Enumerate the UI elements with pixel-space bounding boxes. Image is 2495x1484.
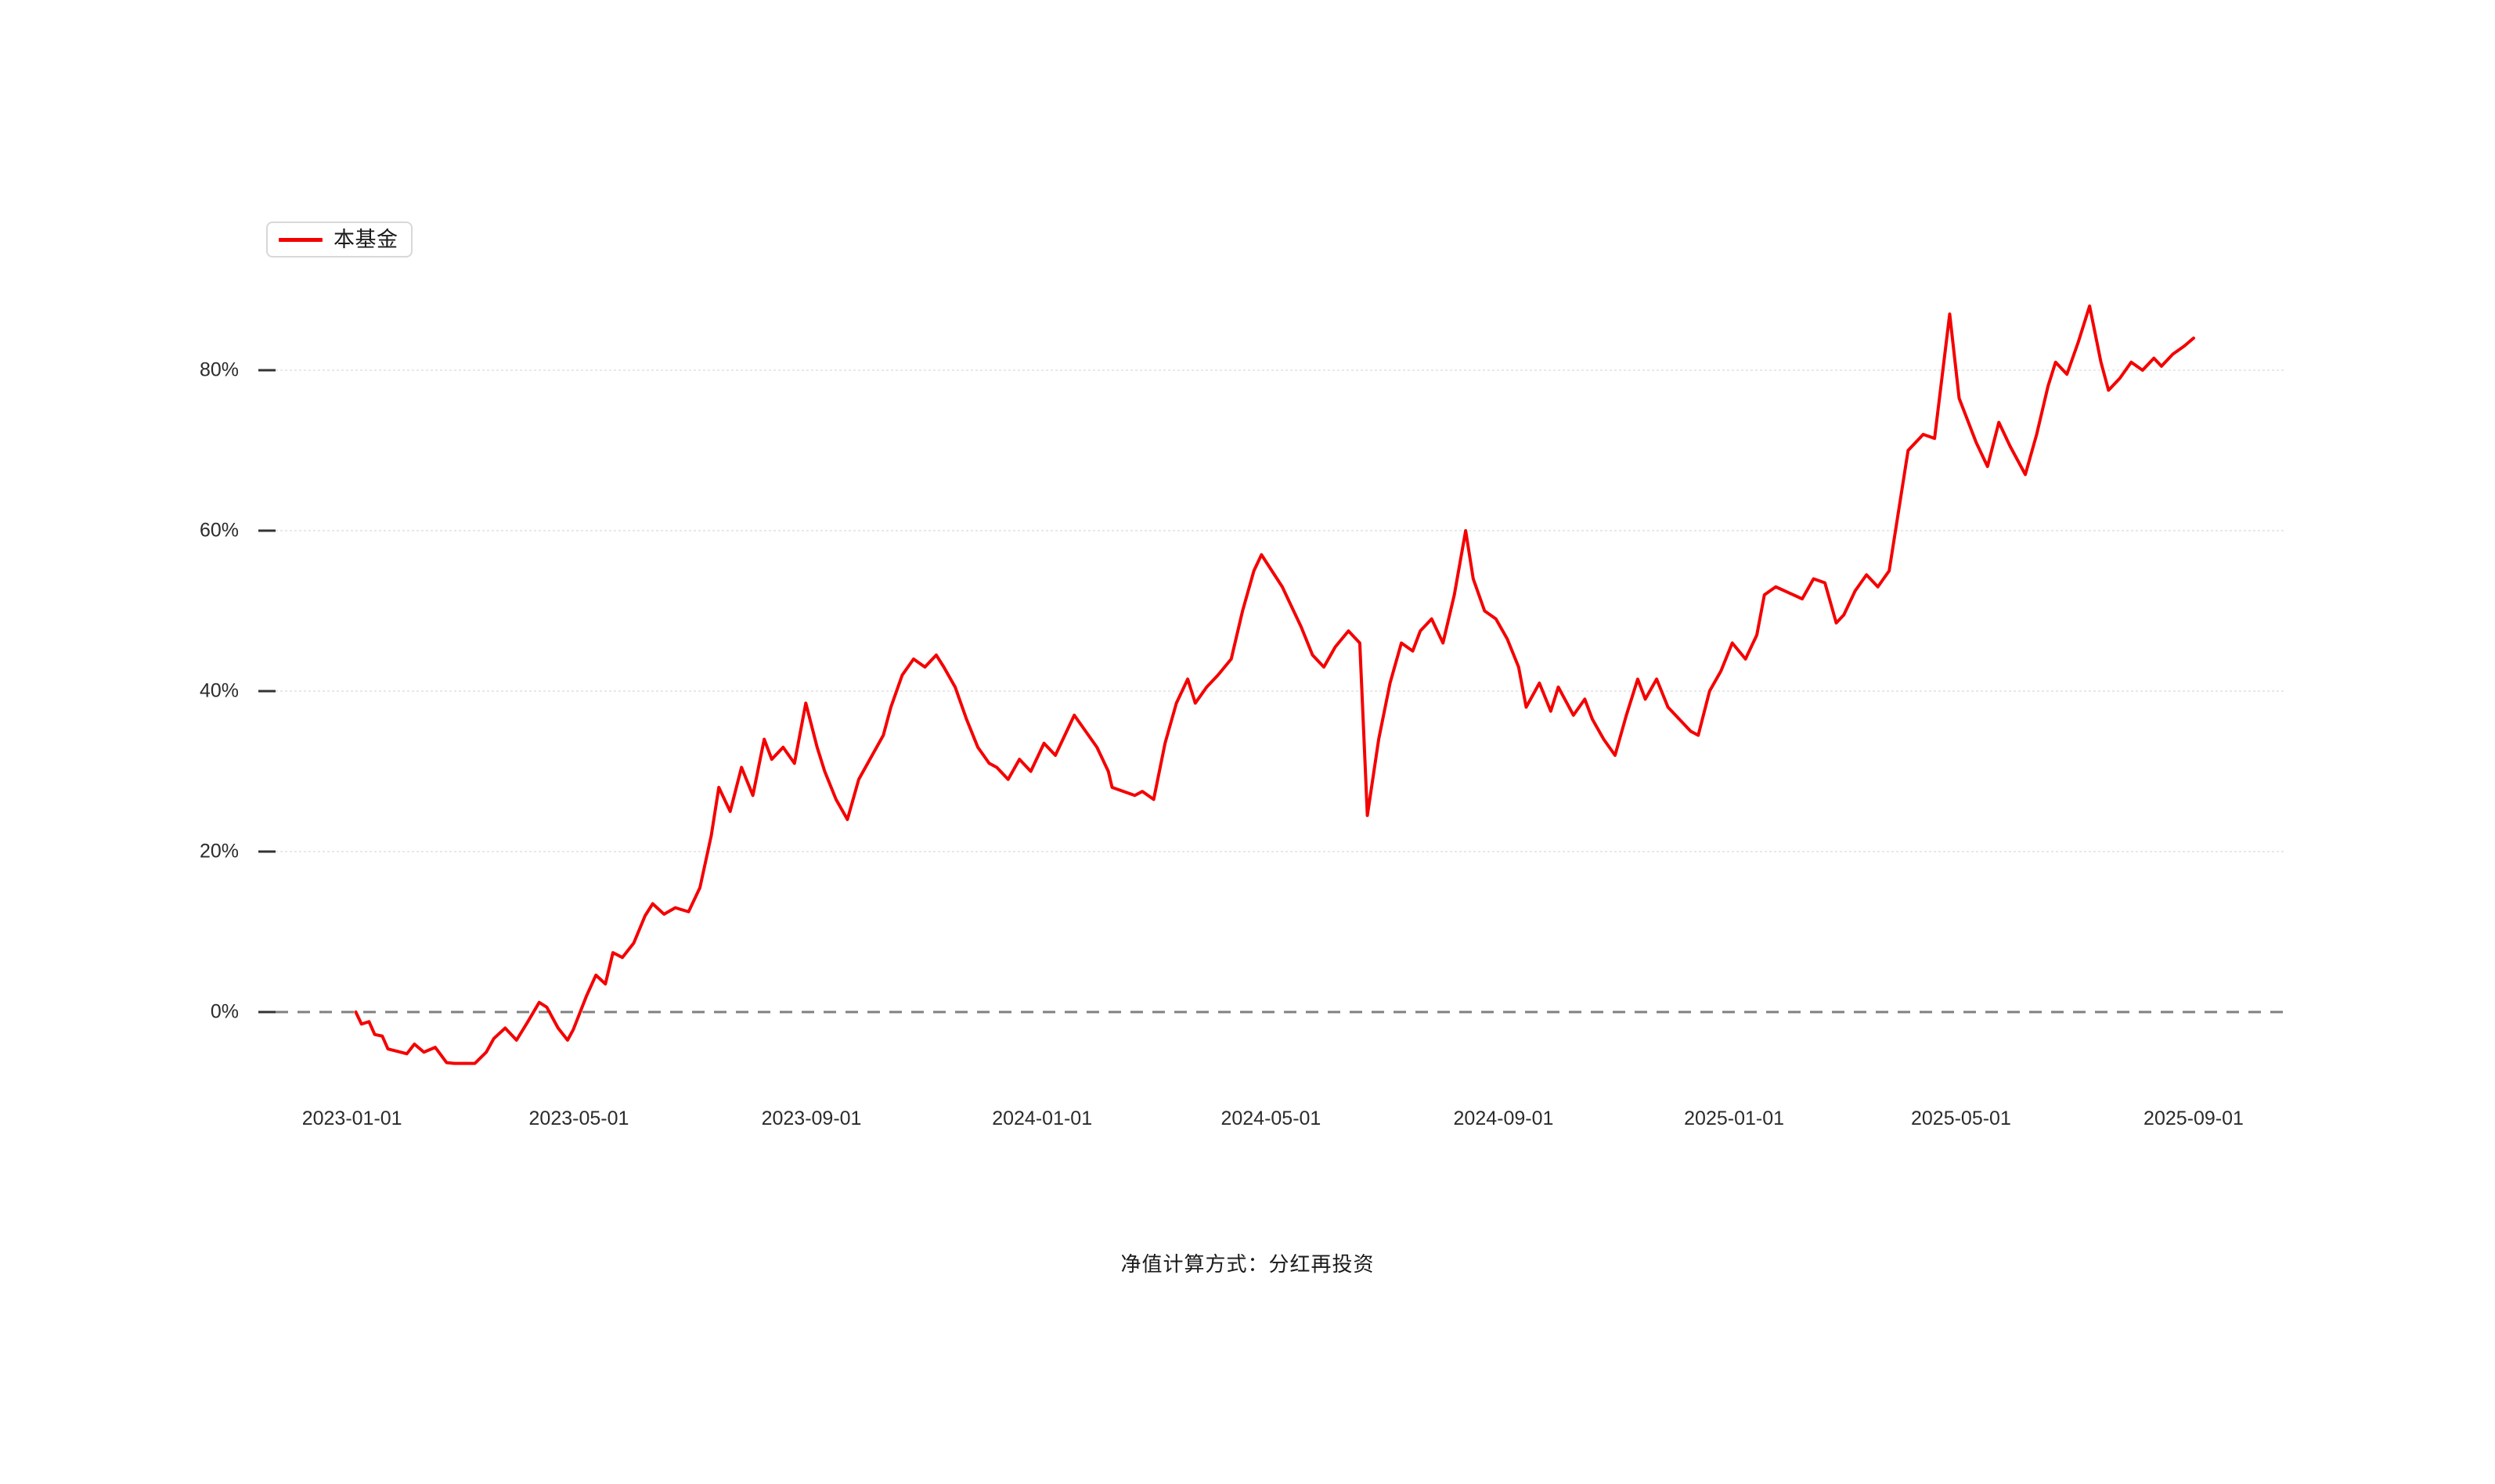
x-axis-tick-label: 2024-01-01	[992, 1108, 1093, 1129]
x-axis-tick-label: 2024-05-01	[1220, 1108, 1321, 1129]
axis-tick-marks-group	[258, 369, 276, 1014]
chart-legend[interactable]: 本基金	[266, 222, 413, 258]
x-axis-tick-label: 2023-01-01	[301, 1108, 402, 1129]
gridlines-group	[276, 369, 2284, 1014]
y-axis-tick-label: 40%	[199, 679, 239, 702]
x-axis-tick-label: 2023-05-01	[528, 1108, 629, 1129]
series-line-本基金	[354, 304, 2195, 1065]
legend-line-swatch-icon	[279, 237, 323, 242]
y-axis-tick-label: 60%	[199, 519, 239, 542]
legend-series-label: 本基金	[334, 227, 398, 251]
x-axis-tick-label: 2025-09-01	[2143, 1108, 2244, 1129]
y-axis-tick-label: 0%	[210, 1000, 239, 1023]
y-axis-tick-label: 20%	[199, 840, 239, 863]
x-axis-tick-label: 2023-09-01	[761, 1108, 862, 1129]
y-axis-tick-label: 80%	[199, 358, 239, 381]
x-axis-tick-label: 2024-09-01	[1453, 1108, 1554, 1129]
nav-calculation-note: 净值计算方式：分红再投资	[1120, 1252, 1375, 1276]
x-axis-tick-label: 2025-01-01	[1684, 1108, 1785, 1129]
x-axis-tick-label: 2025-05-01	[1910, 1108, 2011, 1129]
